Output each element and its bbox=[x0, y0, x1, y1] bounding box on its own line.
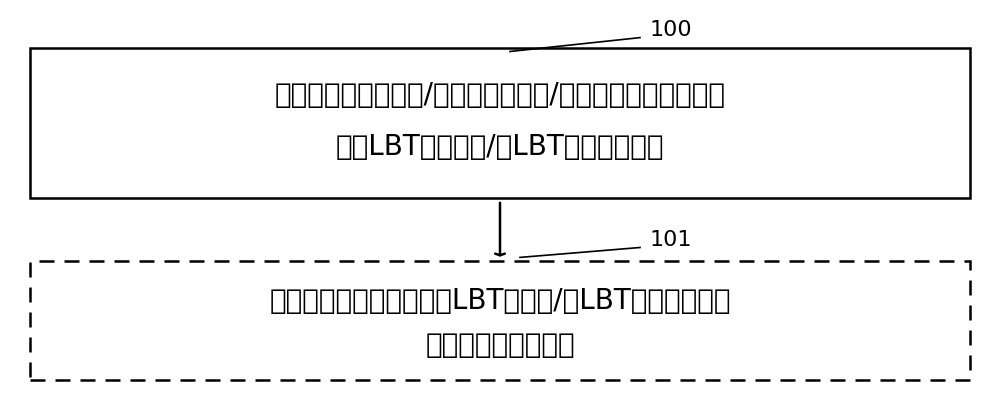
Text: 100: 100 bbox=[650, 20, 693, 40]
Text: 进行信道的竞争接入: 进行信道的竞争接入 bbox=[425, 331, 575, 358]
Text: 说（LBT）机制和/或LBT机制参数集合: 说（LBT）机制和/或LBT机制参数集合 bbox=[336, 133, 664, 160]
Bar bbox=[30, 261, 970, 380]
Text: 传输设备根据确定的所述LBT机制和/或LBT机制参数集合: 传输设备根据确定的所述LBT机制和/或LBT机制参数集合 bbox=[269, 287, 731, 315]
Text: 根据相关指示信息和/或优先级信息和/或测量信息确定先听后: 根据相关指示信息和/或优先级信息和/或测量信息确定先听后 bbox=[274, 81, 726, 109]
Bar bbox=[30, 48, 970, 198]
Text: 101: 101 bbox=[650, 230, 692, 249]
